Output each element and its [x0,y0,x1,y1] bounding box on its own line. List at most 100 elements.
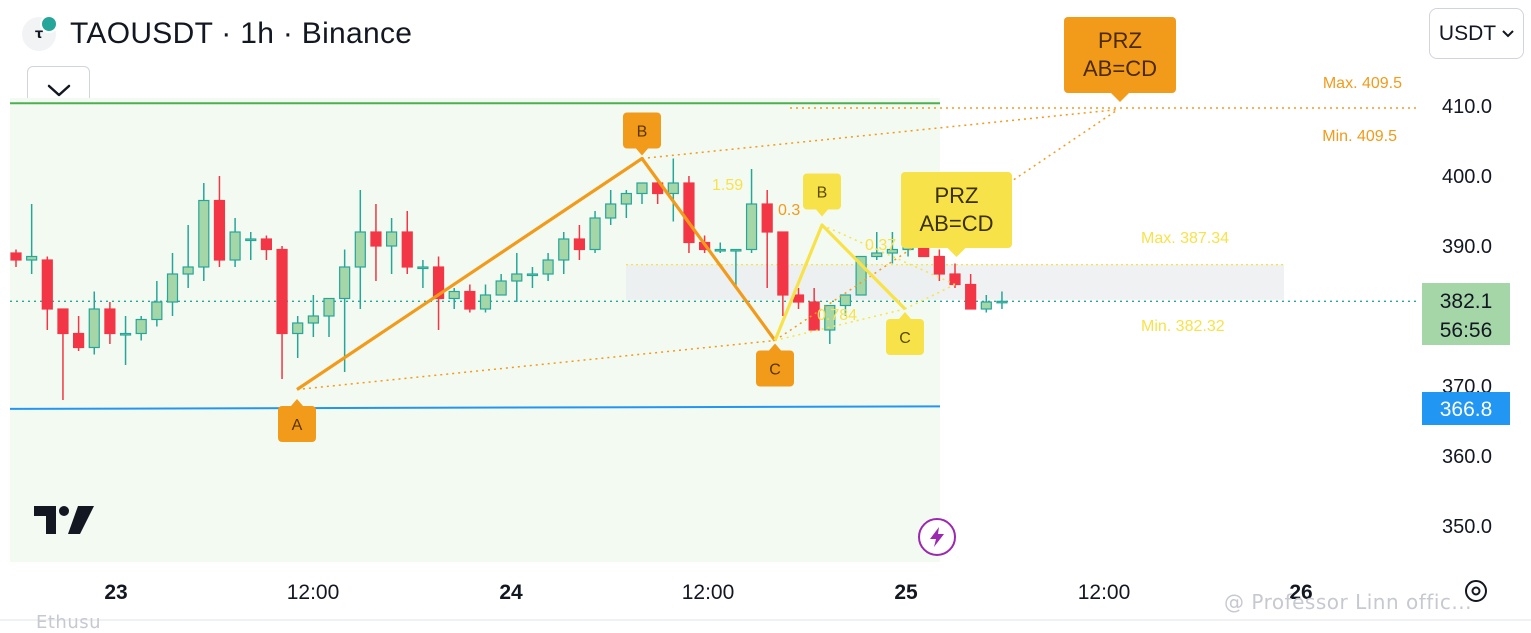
candle-down [808,288,820,331]
candle-up [151,281,163,327]
candle-up [526,267,539,288]
candle-down [104,302,116,344]
candle-body [292,322,304,335]
candle-body [104,308,116,335]
candle-body [166,273,179,303]
last-price-value: 382.1 [1440,290,1493,313]
candle-body [714,248,726,252]
candle-up [605,190,617,225]
candle-body [965,283,977,310]
prz-box-small-box [901,172,1012,248]
candle-body [135,318,147,335]
candle-up [996,291,1008,309]
last-price-badge: 382.1 56:56 [1422,283,1510,345]
candle-body [479,294,492,310]
candle-up [198,183,210,281]
candle-body [933,255,945,275]
candle-up [229,218,241,267]
symbol-header[interactable]: τ TAOUSDT · 1h · Binance [22,12,412,56]
candle-body [276,248,288,335]
candle-body [260,238,272,251]
candle-up [730,248,742,288]
lightning-icon[interactable] [918,518,956,556]
candle-body [808,301,820,331]
y-tick-label: 350.0 [1442,516,1492,538]
point-b-large-pointer [636,148,648,156]
candle-body [683,182,695,244]
candle-body [526,273,539,277]
candle-down [464,284,476,313]
candle-body [949,273,961,286]
candle-down [401,211,413,274]
ratio-label-big-1: 1.59 [712,177,743,194]
prz-box-large-pointer [1111,93,1129,102]
candle-down [260,235,272,260]
large-pattern [296,108,1119,391]
point-b-large-label: B [637,124,648,141]
candle-down [213,176,226,267]
candle-body [886,248,899,254]
candle-body [745,203,758,251]
candle-body [511,273,523,282]
prz-box-large-text-0: PRZ [1098,28,1142,53]
point-b-small: B [803,173,841,217]
candle-body [245,238,257,242]
tradingview-logo [32,502,96,541]
candle-down [276,246,288,379]
candle-body [667,182,679,195]
candle-up [620,190,632,218]
candle-body [10,252,22,261]
point-b-small-box [803,173,841,210]
candle-body [542,259,554,275]
small-ac-line [774,308,906,342]
small-pattern [773,223,956,342]
y-tick-label: 400.0 [1442,166,1492,188]
candle-body [448,290,460,300]
status-dot [40,15,58,33]
candle-body [119,332,132,336]
point-c-small-pointer [899,312,911,319]
ratio-label-small-1: 0.3 [778,202,800,219]
point-a-large-pointer [291,399,303,406]
candle-body [761,203,773,233]
prz-box-large: PRZ AB=CD [1064,17,1176,102]
candle-body [996,300,1008,304]
candle-up [886,232,899,264]
candle-body [417,266,429,270]
candle-up [182,225,194,288]
candle-up [386,218,398,274]
prz-small-max-label: Max. 387.34 [1141,230,1229,247]
candle-body [464,290,476,310]
coin-logo-letter: τ [34,26,44,42]
candle-body [26,255,38,261]
y-tick-label: 360.0 [1442,446,1492,468]
candle-body [871,252,883,258]
candle-body [620,192,632,205]
candle-body [57,308,69,335]
candle-body [730,248,742,252]
x-tick-label: 23 [104,581,127,604]
gear-hub [1471,586,1481,596]
candle-body [589,217,601,251]
candle-body [495,280,507,296]
symbol-title: TAOUSDT · 1h · Binance [70,17,413,50]
candle-down [683,176,695,253]
x-tick-label: 12:00 [682,581,735,604]
candle-body [41,259,53,310]
settings-gear-icon [1465,580,1487,602]
candle-body [88,308,100,349]
candle-body [307,315,319,324]
candle-up [354,190,366,309]
x-axis: 23 12:00 24 12:00 25 12:00 26 [104,581,1312,604]
candle-up [636,182,648,204]
candle-down [777,231,789,316]
x-tick-label: 12:00 [1078,581,1131,604]
candle-body [151,301,163,321]
candle-body [573,238,586,251]
currency-selector[interactable]: USDT [1429,8,1524,59]
candle-up [26,204,38,274]
point-a-large-box [278,406,316,442]
candle-up [245,232,257,260]
ratio-label-small-2: 0.37 [865,237,896,254]
